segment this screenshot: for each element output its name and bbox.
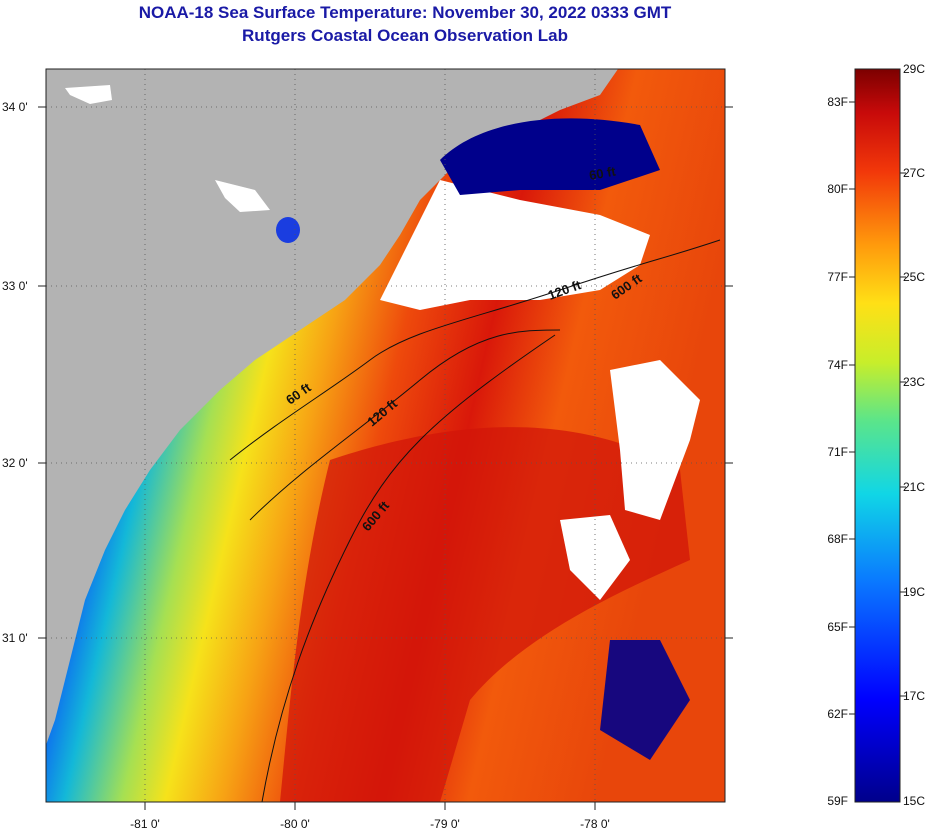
lat-label: 33 0' (2, 279, 28, 293)
inland-water (276, 217, 300, 243)
contour-label-60ft-north: 60 ft (588, 163, 618, 183)
colorbar-f-label: 74F (827, 358, 848, 372)
colorbar-c-label: 27C (903, 166, 925, 180)
cold-patch-south (600, 640, 690, 760)
contour-600ft (261, 334, 556, 802)
cloud-mask-east (610, 360, 700, 520)
colorbar-ticks (849, 101, 906, 715)
lake-marion (65, 85, 112, 104)
lat-label: 32 0' (2, 456, 28, 470)
lake-moultrie (215, 180, 270, 212)
colorbar-f-label: 62F (827, 707, 848, 721)
lon-label: -78 0' (580, 817, 610, 831)
lon-label: -81 0' (130, 817, 160, 831)
graticule (46, 69, 725, 802)
colorbar-c-label: 23C (903, 375, 925, 389)
lon-label: -80 0' (280, 817, 310, 831)
cold-water-north (440, 118, 660, 195)
colorbar-f-label: 71F (827, 445, 848, 459)
colorbar-f-label: 77F (827, 270, 848, 284)
colorbar-c-label: 21C (903, 480, 925, 494)
cloud-mask-mid (560, 515, 630, 600)
colorbar-c-label: 15C (903, 794, 925, 808)
colorbar-f-label: 65F (827, 620, 848, 634)
colorbar-f-label: 68F (827, 532, 848, 546)
map-subtitle: Rutgers Coastal Ocean Observation Lab (242, 26, 568, 45)
colorbar-c-label: 25C (903, 270, 925, 284)
temperature-colorbar (854, 68, 901, 803)
contour-60ft (229, 239, 721, 461)
axis-ticks (38, 106, 733, 810)
colorbar-c-label: 19C (903, 585, 925, 599)
colorbar-c-label: 29C (903, 62, 925, 76)
colorbar-fahrenheit-labels: 83F 80F 77F 74F 71F 68F 65F 62F 59F (827, 95, 848, 808)
contour-120ft (249, 329, 561, 521)
colorbar-f-label: 80F (827, 182, 848, 196)
colorbar-c-label: 17C (903, 689, 925, 703)
colorbar-celsius-labels: 29C 27C 25C 23C 21C 19C 17C 15C (903, 62, 925, 808)
lon-label: -79 0' (430, 817, 460, 831)
map-frame (45, 68, 726, 803)
lat-label: 34 0' (2, 100, 28, 114)
colorbar-f-label: 83F (827, 95, 848, 109)
colorbar-f-label: 59F (827, 794, 848, 808)
lat-label: 31 0' (2, 631, 28, 645)
land-mass (46, 69, 618, 745)
map-title: NOAA-18 Sea Surface Temperature: Novembe… (138, 3, 672, 22)
cloud-mask-north (380, 180, 650, 310)
